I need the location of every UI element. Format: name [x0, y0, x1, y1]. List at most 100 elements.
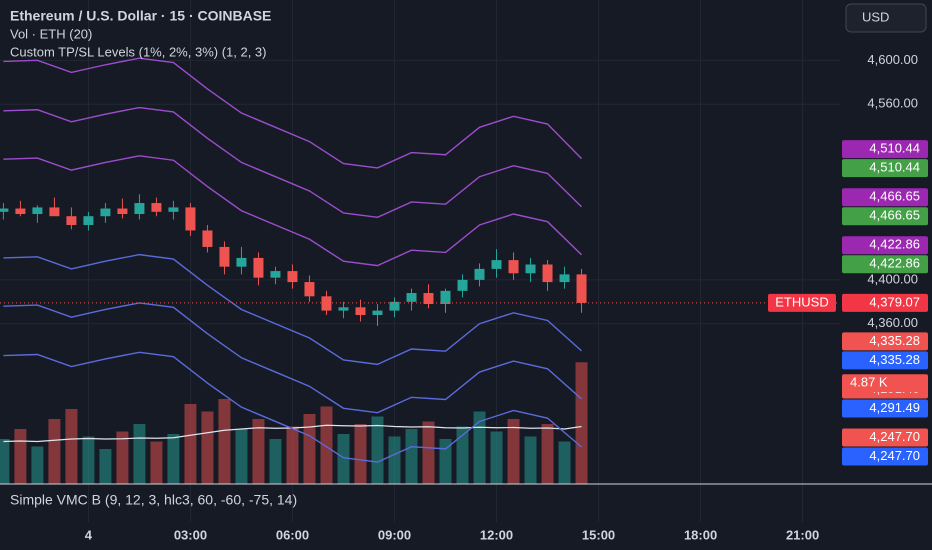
volume-bar: [490, 431, 503, 484]
axis: 4 03:00 06:00 09:00 12:00 15:00 18:00 21:00 4,36…: [85, 52, 928, 542]
candle-body: [134, 203, 145, 215]
last-price-name: ETHUSD: [775, 294, 828, 309]
volume-bar: [354, 424, 367, 484]
candle-body: [508, 260, 519, 274]
volume-bar: [184, 404, 197, 484]
x-tick-label: 18:00: [684, 527, 717, 542]
price-tag-bg: [842, 207, 928, 226]
volume-bar: [541, 424, 554, 484]
candle-body: [49, 207, 60, 217]
lower-pane-title: Simple VMC B (9, 12, 3, hlc3, 60, -60, -…: [10, 492, 297, 508]
volume-bar: [133, 424, 146, 484]
x-tick-label: 03:00: [174, 527, 207, 542]
price-tag-bg: [842, 188, 928, 207]
level-line: [3, 57, 583, 169]
price-tag-label: 4,422.86: [869, 256, 920, 271]
volume-bar: [201, 411, 214, 484]
price-tag-bg: [842, 428, 928, 447]
candle-body: [151, 203, 162, 212]
x-tick-label: 06:00: [276, 527, 309, 542]
volume-bar: [337, 434, 350, 484]
volume-bar: [150, 441, 163, 484]
x-tick-label: 4: [85, 527, 93, 542]
price-tag-label: 4,291.49: [869, 400, 920, 415]
volume-bar: [31, 446, 44, 484]
volume-bar: [303, 414, 316, 484]
candle-body: [491, 260, 502, 269]
currency-button[interactable]: [845, 3, 927, 33]
price-tag-label: 4,422.86: [869, 237, 920, 252]
candle-body: [83, 216, 94, 225]
currency-label[interactable]: USD: [862, 9, 889, 24]
price-tag-label: 4,466.65: [869, 208, 920, 223]
candle-body: [389, 301, 400, 311]
candle-body: [338, 307, 349, 311]
volume-bar: [48, 419, 61, 484]
chart-title: Ethereum / U.S. Dollar · 15 · COINBASE: [10, 8, 271, 24]
volume-bar: [507, 419, 520, 484]
x-tick-label: 21:00: [786, 527, 819, 542]
volume-bar: [371, 416, 384, 484]
volume-bar: [286, 426, 299, 484]
volume-tag-bg: [842, 374, 928, 393]
volume-bar: [524, 436, 537, 484]
level-line: [3, 302, 583, 414]
last-price-tag-name-bg: [768, 293, 836, 312]
candle-body: [287, 271, 298, 283]
candle-body: [525, 264, 536, 274]
price-tag-bg: [842, 159, 928, 178]
candle-body: [457, 279, 468, 291]
y-tick-label: 4,360.00: [867, 315, 918, 330]
volume-bar: [473, 411, 486, 484]
volume-bar: [14, 429, 27, 484]
last-price-tag-bg: [842, 293, 928, 312]
plot: [0, 57, 840, 484]
level-line: [3, 106, 583, 219]
price-tag-label: 4,510.44: [869, 160, 920, 175]
candle-body: [542, 264, 553, 283]
candle-body: [321, 296, 332, 311]
candle-body: [576, 274, 587, 303]
level-line: [3, 253, 583, 366]
price-tag-bg: [842, 255, 928, 274]
y-tick-label: 4,400.00: [867, 271, 918, 286]
candle-body: [270, 271, 281, 278]
price-tag-bg: [842, 332, 928, 351]
candle-body: [372, 310, 383, 315]
volume-tag-label: 4.87 K: [850, 375, 888, 390]
volume-bar: [269, 439, 282, 484]
volume-bar: [558, 441, 571, 484]
candle-body: [0, 208, 9, 212]
candle-body: [202, 230, 213, 247]
volume-bar: [167, 434, 180, 484]
x-tick-label: 09:00: [378, 527, 411, 542]
candle-body: [253, 257, 264, 278]
candle-body: [117, 208, 128, 215]
x-tick-label: 12:00: [480, 527, 513, 542]
level-line: [3, 351, 582, 463]
indicator-title: Custom TP/SL Levels (1%, 2%, 3%) (1, 2, …: [10, 44, 267, 59]
candle-body: [474, 268, 485, 280]
volume-bar: [575, 362, 588, 484]
candle-body: [440, 290, 451, 305]
level-line: [3, 155, 583, 267]
price-tag-label: 4,466.65: [869, 189, 920, 204]
candle-body: [304, 282, 315, 297]
price-tag-label: 4,510.44: [869, 141, 920, 156]
candle-body: [100, 208, 111, 217]
price-tag-bg: [842, 447, 928, 466]
y-tick-label: 4,600.00: [867, 52, 918, 67]
volume-bar: [116, 431, 129, 484]
last-price-label: 4,379.07: [869, 294, 920, 309]
price-tag-label: 4,247.70: [869, 448, 920, 463]
price-tag-bg: [842, 399, 928, 418]
volume-bar: [218, 399, 231, 484]
volume-bar: [439, 439, 452, 484]
price-tag-label: 4,247.70: [869, 429, 920, 444]
candle-body: [185, 207, 196, 231]
price-tag-label: 4,335.28: [869, 333, 920, 348]
volume-bar: [99, 449, 112, 484]
x-tick-label: 15:00: [582, 527, 615, 542]
volume-bar: [235, 429, 248, 484]
